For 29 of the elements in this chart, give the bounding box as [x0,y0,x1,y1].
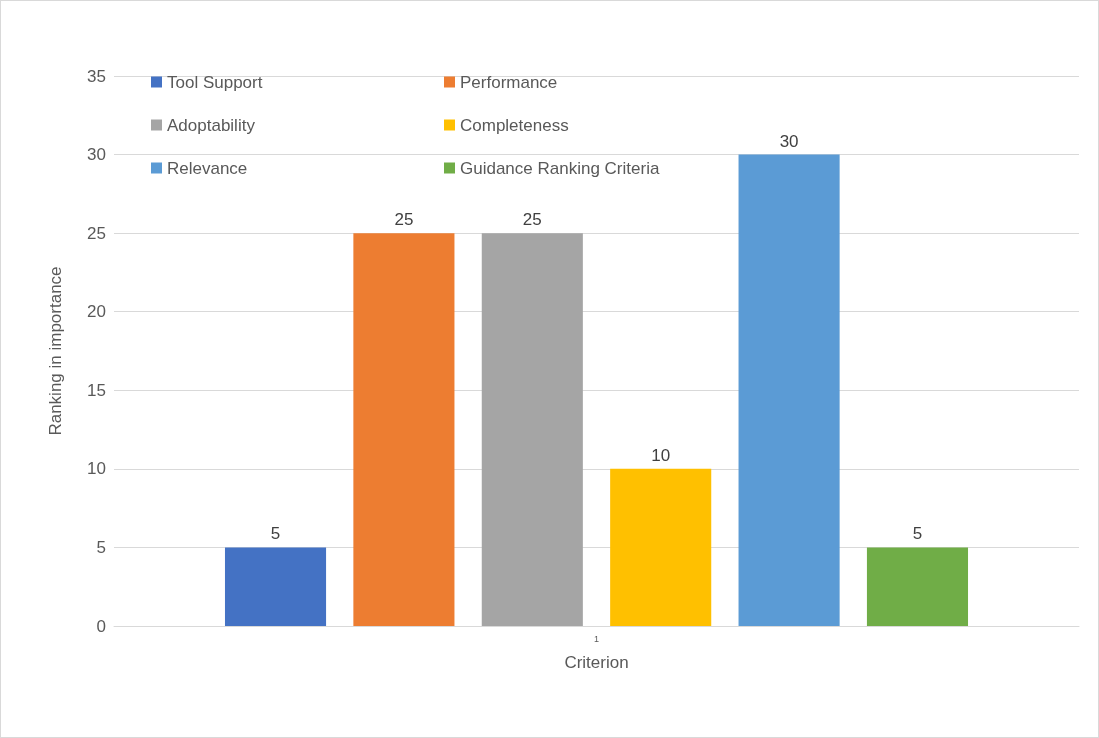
data-label: 5 [912,524,923,544]
data-label: 30 [779,131,799,151]
y-tick-label: 5 [96,537,106,557]
y-tick-label: 25 [87,223,106,243]
legend-label: Adoptability [167,115,256,135]
y-tick-label: 10 [87,459,106,479]
y-tick-label: 0 [96,616,106,636]
y-tick-label: 30 [87,145,106,165]
bar [224,547,327,626]
legend-label: Relevance [167,158,248,178]
bar [738,154,840,626]
data-label: 5 [270,524,281,544]
bar [610,468,712,626]
data-label: 25 [394,210,414,230]
y-tick-label: 15 [87,380,106,400]
bar [481,233,583,626]
y-tick-label: 20 [87,302,106,322]
y-axis-title: Ranking in importance [46,266,65,436]
x-tick-label: 1 [593,633,600,644]
data-label: 10 [651,445,671,465]
y-tick-label: 35 [87,66,106,86]
legend-label: Completeness [460,115,569,135]
x-axis-title: Criterion [564,653,629,672]
data-label: 25 [522,210,542,230]
bar [353,233,455,626]
bar [866,547,969,626]
legend-label: Guidance Ranking Criteria [460,158,660,178]
legend-label: Performance [460,72,558,92]
legend-label: Tool Support [167,72,263,92]
